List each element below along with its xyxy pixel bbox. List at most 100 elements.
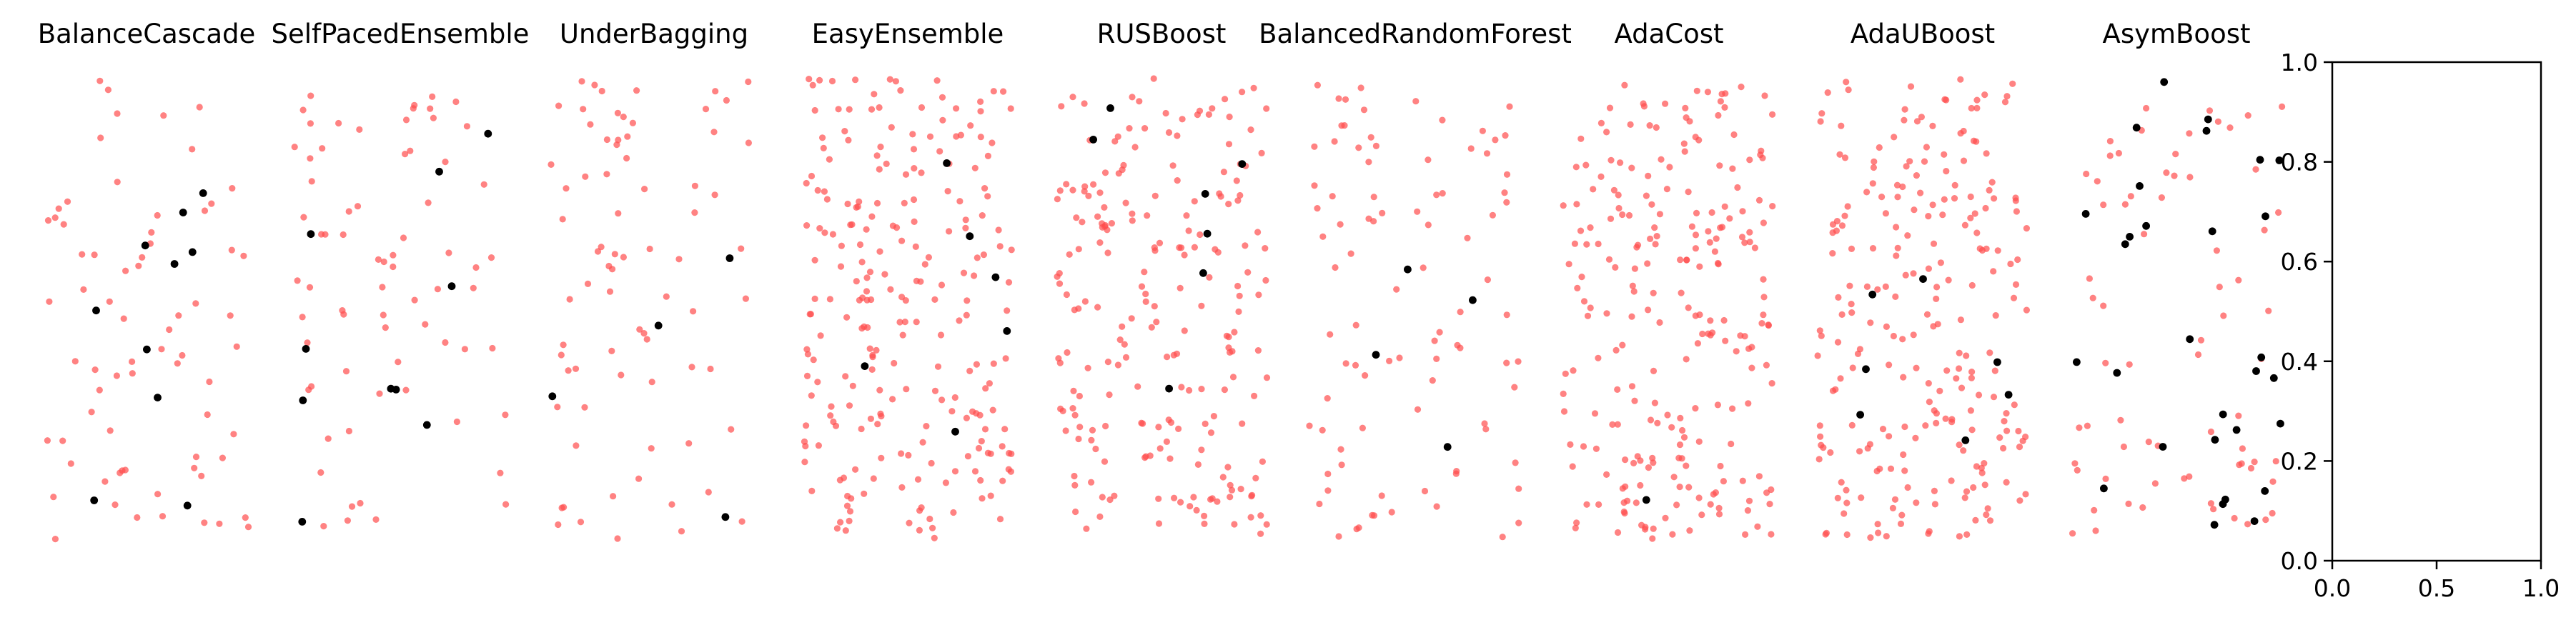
majority-point	[821, 188, 828, 195]
majority-point	[1174, 132, 1181, 139]
majority-point	[877, 144, 884, 151]
majority-point	[2251, 459, 2258, 466]
majority-point	[2120, 443, 2127, 451]
majority-point	[633, 87, 640, 94]
majority-point	[189, 146, 196, 153]
majority-point	[1311, 182, 1318, 189]
majority-point	[1717, 224, 1724, 231]
majority-point	[843, 314, 851, 321]
majority-point	[685, 440, 693, 447]
majority-point	[808, 392, 815, 399]
majority-point	[154, 491, 162, 498]
majority-point	[816, 225, 823, 232]
majority-point	[91, 251, 98, 259]
majority-point	[1693, 87, 1700, 94]
majority-point	[1214, 498, 1221, 505]
majority-point	[308, 178, 315, 185]
majority-point	[905, 451, 912, 459]
majority-point	[1337, 221, 1344, 228]
majority-point	[1631, 265, 1638, 272]
majority-point	[2236, 461, 2243, 469]
majority-point	[869, 351, 876, 359]
minority-point	[143, 345, 151, 354]
majority-point	[853, 278, 860, 285]
majority-point	[1835, 294, 1842, 301]
majority-point	[453, 418, 461, 426]
majority-point	[2014, 256, 2021, 264]
majority-point	[2265, 307, 2272, 314]
majority-point	[1630, 459, 1638, 467]
majority-point	[1957, 76, 1964, 83]
majority-point	[1205, 111, 1212, 118]
majority-point	[848, 495, 855, 502]
majority-point	[1056, 270, 1063, 277]
majority-point	[1484, 276, 1491, 284]
majority-point	[1008, 246, 1015, 254]
majority-point	[244, 524, 252, 531]
majority-point	[861, 490, 868, 497]
majority-point	[2235, 412, 2242, 419]
majority-point	[1178, 244, 1185, 251]
majority-point	[1355, 144, 1362, 151]
majority-point	[1367, 134, 1374, 141]
majority-point	[2226, 124, 2234, 131]
majority-point	[1263, 105, 1270, 112]
majority-point	[1610, 186, 1618, 194]
majority-point	[1757, 151, 1764, 159]
majority-point	[2139, 504, 2146, 511]
majority-point	[881, 271, 888, 278]
majority-point	[1425, 156, 1432, 164]
majority-point	[1153, 319, 1160, 326]
majority-point	[977, 108, 984, 115]
majority-point	[2009, 80, 2016, 87]
majority-point	[815, 442, 822, 449]
majority-point	[1956, 533, 1963, 540]
majority-point	[1221, 386, 1228, 394]
majority-point	[1760, 311, 1767, 319]
majority-point	[1247, 514, 1254, 521]
minority-point	[183, 501, 192, 510]
majority-point	[620, 114, 627, 121]
majority-point	[1968, 281, 1976, 289]
majority-point	[1981, 481, 1988, 489]
majority-point	[906, 519, 913, 526]
majority-point	[1973, 229, 1981, 236]
majority-point	[1177, 499, 1184, 506]
majority-point	[1332, 264, 1339, 271]
majority-point	[1695, 494, 1703, 501]
majority-point	[1071, 481, 1079, 489]
majority-point	[1104, 249, 1111, 256]
majority-point	[216, 520, 223, 527]
majority-point	[1236, 292, 1243, 299]
majority-point	[1923, 144, 1930, 151]
majority-point	[1201, 512, 1208, 520]
majority-point	[1116, 336, 1124, 344]
majority-point	[1228, 486, 1236, 494]
majority-point	[339, 307, 346, 314]
majority-point	[463, 123, 471, 130]
minority-point	[188, 248, 197, 256]
majority-point	[1956, 441, 1963, 449]
majority-point	[1879, 426, 1887, 433]
majority-point	[1360, 106, 1368, 114]
majority-point	[430, 114, 437, 121]
majority-point	[2001, 99, 2009, 106]
majority-point	[340, 231, 347, 239]
majority-point	[2163, 169, 2170, 176]
majority-point	[874, 421, 881, 428]
majority-point	[1212, 246, 1219, 253]
majority-point	[1421, 487, 1429, 495]
majority-point	[816, 76, 823, 84]
majority-point	[1198, 386, 1205, 393]
majority-point	[1102, 422, 1109, 430]
majority-point	[1237, 191, 1244, 199]
panel-title: AdaCost	[1614, 19, 1723, 49]
majority-point	[1899, 336, 1906, 343]
majority-point	[1365, 215, 1372, 222]
majority-point	[868, 213, 876, 220]
majority-point	[2071, 460, 2079, 467]
majority-point	[96, 386, 103, 394]
majority-point	[1662, 514, 1669, 521]
majority-point	[487, 254, 495, 261]
majority-point	[1081, 100, 1088, 107]
